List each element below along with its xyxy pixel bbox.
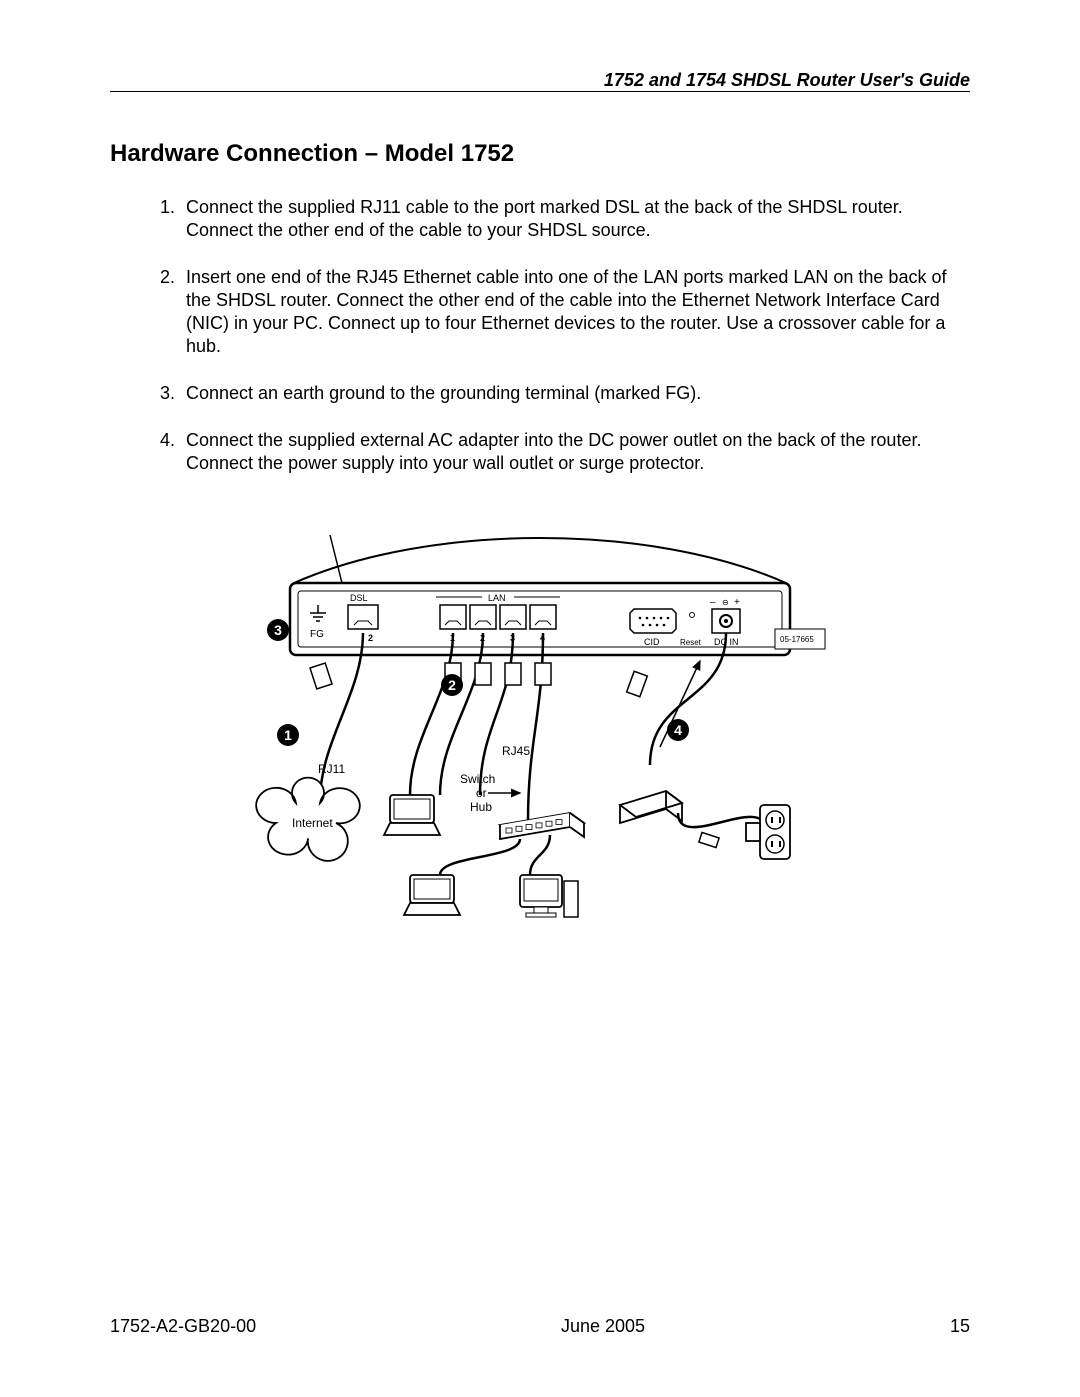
svg-text:+: + xyxy=(734,597,740,608)
svg-text:Hub: Hub xyxy=(470,800,492,814)
svg-text:2: 2 xyxy=(368,633,373,643)
svg-text:05-17665: 05-17665 xyxy=(780,635,814,644)
svg-text:Switch: Switch xyxy=(460,772,495,786)
step-item: Connect the supplied external AC adapter… xyxy=(180,429,970,475)
svg-text:DSL: DSL xyxy=(350,593,368,603)
svg-text:Reset: Reset xyxy=(680,638,702,647)
footer-doc-no: 1752-A2-GB20-00 xyxy=(110,1316,256,1337)
step-item: Connect the supplied RJ11 cable to the p… xyxy=(180,196,970,242)
svg-text:1: 1 xyxy=(284,727,292,743)
footer-page: 15 xyxy=(950,1316,970,1337)
footer-date: June 2005 xyxy=(561,1316,645,1337)
svg-text:or: or xyxy=(476,786,487,800)
hardware-diagram: FGDSL2LAN1234CIDReset–⊖+DC IN05-17665RJ1… xyxy=(110,505,970,950)
svg-text:FG: FG xyxy=(310,629,324,640)
svg-text:3: 3 xyxy=(274,622,282,638)
svg-text:4: 4 xyxy=(674,722,682,738)
step-item: Insert one end of the RJ45 Ethernet cabl… xyxy=(180,266,970,358)
svg-text:LAN: LAN xyxy=(488,593,506,603)
header-guide-title: 1752 and 1754 SHDSL Router User's Guide xyxy=(110,70,970,95)
section-title: Hardware Connection – Model 1752 xyxy=(110,140,970,168)
steps-list: Connect the supplied RJ11 cable to the p… xyxy=(180,196,970,475)
svg-text:2: 2 xyxy=(448,677,456,693)
step-item: Connect an earth ground to the grounding… xyxy=(180,382,970,405)
svg-text:CID: CID xyxy=(644,637,660,647)
svg-text:–: – xyxy=(710,597,716,608)
svg-text:RJ45: RJ45 xyxy=(502,744,530,758)
svg-text:⊖: ⊖ xyxy=(722,598,729,607)
svg-text:Internet: Internet xyxy=(292,816,333,830)
svg-text:RJ11: RJ11 xyxy=(318,762,345,776)
